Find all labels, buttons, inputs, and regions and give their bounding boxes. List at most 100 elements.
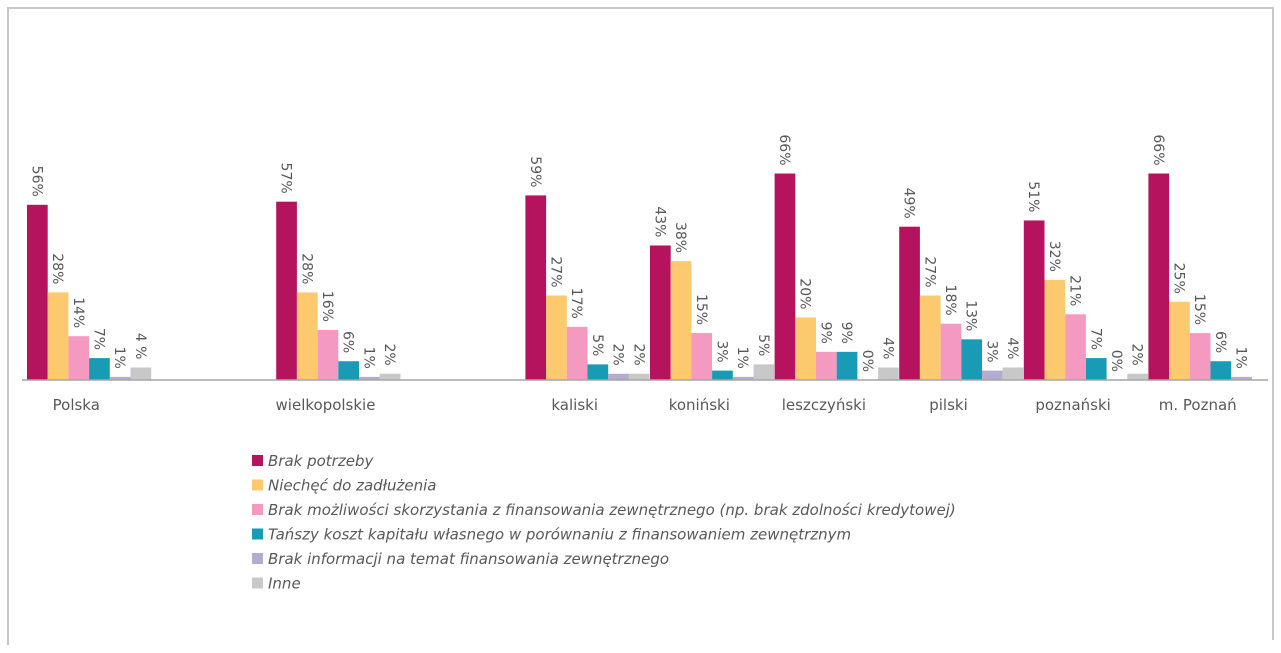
data-label: 6% <box>1212 331 1228 353</box>
data-label: 4% <box>879 337 895 359</box>
legend-label: Niechęć do zadłużenia <box>268 477 436 495</box>
data-label: 0% <box>859 350 875 372</box>
data-label: 7% <box>90 328 106 350</box>
bar <box>1127 373 1148 380</box>
data-label: 6% <box>340 331 356 353</box>
bar <box>130 367 152 380</box>
bar <box>753 364 775 380</box>
data-label: 3% <box>983 340 999 362</box>
bar <box>774 173 796 380</box>
data-label: 1% <box>1233 347 1249 369</box>
bar <box>68 336 90 380</box>
legend-swatch <box>252 553 263 564</box>
bar <box>379 373 401 380</box>
bar <box>276 201 297 380</box>
bar <box>795 317 816 380</box>
data-label: 16% <box>319 291 335 322</box>
data-label: 3% <box>713 340 729 362</box>
x-tick-label: leszczyński <box>782 396 866 414</box>
bar <box>1189 333 1211 380</box>
data-label: 2% <box>610 344 626 366</box>
data-label: 5% <box>589 334 605 356</box>
bar <box>1148 173 1170 380</box>
legend-label: Brak możliwości skorzystania z finansowa… <box>268 501 956 519</box>
legend-swatch <box>252 528 263 540</box>
frame <box>7 7 1274 645</box>
bar <box>628 373 650 380</box>
legend-label: Brak potrzeby <box>268 452 374 470</box>
bar <box>1085 358 1107 380</box>
bar <box>1065 314 1086 380</box>
data-label: 2% <box>630 344 646 366</box>
bar <box>546 295 567 380</box>
data-label: 51% <box>1025 181 1041 212</box>
data-label: 49% <box>901 188 917 219</box>
data-label: 27% <box>547 256 563 287</box>
x-tick-label: m. Poznań <box>1159 396 1237 414</box>
bar <box>878 367 899 380</box>
bar <box>359 376 380 380</box>
data-label: 15% <box>693 294 709 325</box>
data-label: 4 % <box>132 333 148 360</box>
data-label: 2% <box>1129 344 1145 366</box>
bar <box>836 351 858 380</box>
data-label: 5% <box>755 334 771 356</box>
bar <box>982 370 1003 380</box>
bar <box>650 245 671 380</box>
bar <box>317 329 339 380</box>
data-label: 27% <box>921 256 937 287</box>
data-label: 17% <box>568 288 584 319</box>
legend-swatch <box>252 455 263 466</box>
x-tick-label: poznański <box>1035 396 1110 414</box>
data-label: 14% <box>70 297 86 328</box>
data-label: 9% <box>838 322 854 344</box>
bar <box>712 370 733 380</box>
x-tick-label: kaliski <box>551 396 598 414</box>
bar <box>109 376 131 380</box>
data-label: 1% <box>360 347 376 369</box>
legend-swatch <box>252 504 263 515</box>
bar <box>608 373 629 380</box>
legend-swatch <box>252 577 263 589</box>
legend-label: Tańszy koszt kapitału własnego w porówna… <box>268 526 851 544</box>
data-label: 13% <box>963 300 979 331</box>
data-label: 20% <box>797 278 813 309</box>
x-tick-label: Polska <box>53 396 100 414</box>
data-label: 56% <box>28 166 44 197</box>
bar <box>338 361 359 380</box>
data-label: 43% <box>651 206 667 237</box>
data-label: 32% <box>1046 241 1062 272</box>
data-label: 66% <box>776 134 792 165</box>
bar <box>691 333 713 380</box>
bar <box>670 261 692 380</box>
bar <box>940 323 962 380</box>
bar <box>1023 220 1045 380</box>
x-tick-label: koniński <box>669 396 730 414</box>
legend-swatch <box>252 479 263 491</box>
data-label: 66% <box>1150 134 1166 165</box>
bar <box>47 292 69 380</box>
bar <box>816 351 837 380</box>
legend-label: Brak informacji na temat finansowania ze… <box>268 550 669 568</box>
x-tick-label: wielkopolskie <box>276 396 376 414</box>
data-label: 57% <box>278 163 294 194</box>
bar <box>27 204 48 380</box>
bar <box>296 292 318 380</box>
data-label: 38% <box>672 222 688 253</box>
data-label: 4% <box>1004 337 1020 359</box>
x-tick-label: pilski <box>929 396 968 414</box>
bar <box>961 339 982 380</box>
bar <box>566 326 588 380</box>
bar <box>1231 376 1252 380</box>
bar <box>89 358 110 380</box>
data-label: 2% <box>381 344 397 366</box>
bar <box>919 295 941 380</box>
bar <box>587 364 609 380</box>
data-label: 9% <box>817 322 833 344</box>
data-label: 59% <box>527 156 543 187</box>
data-label: 25% <box>1170 263 1186 294</box>
data-label: 7% <box>1087 328 1103 350</box>
legend-label: Inne <box>268 575 301 593</box>
data-label: 0% <box>1108 350 1124 372</box>
